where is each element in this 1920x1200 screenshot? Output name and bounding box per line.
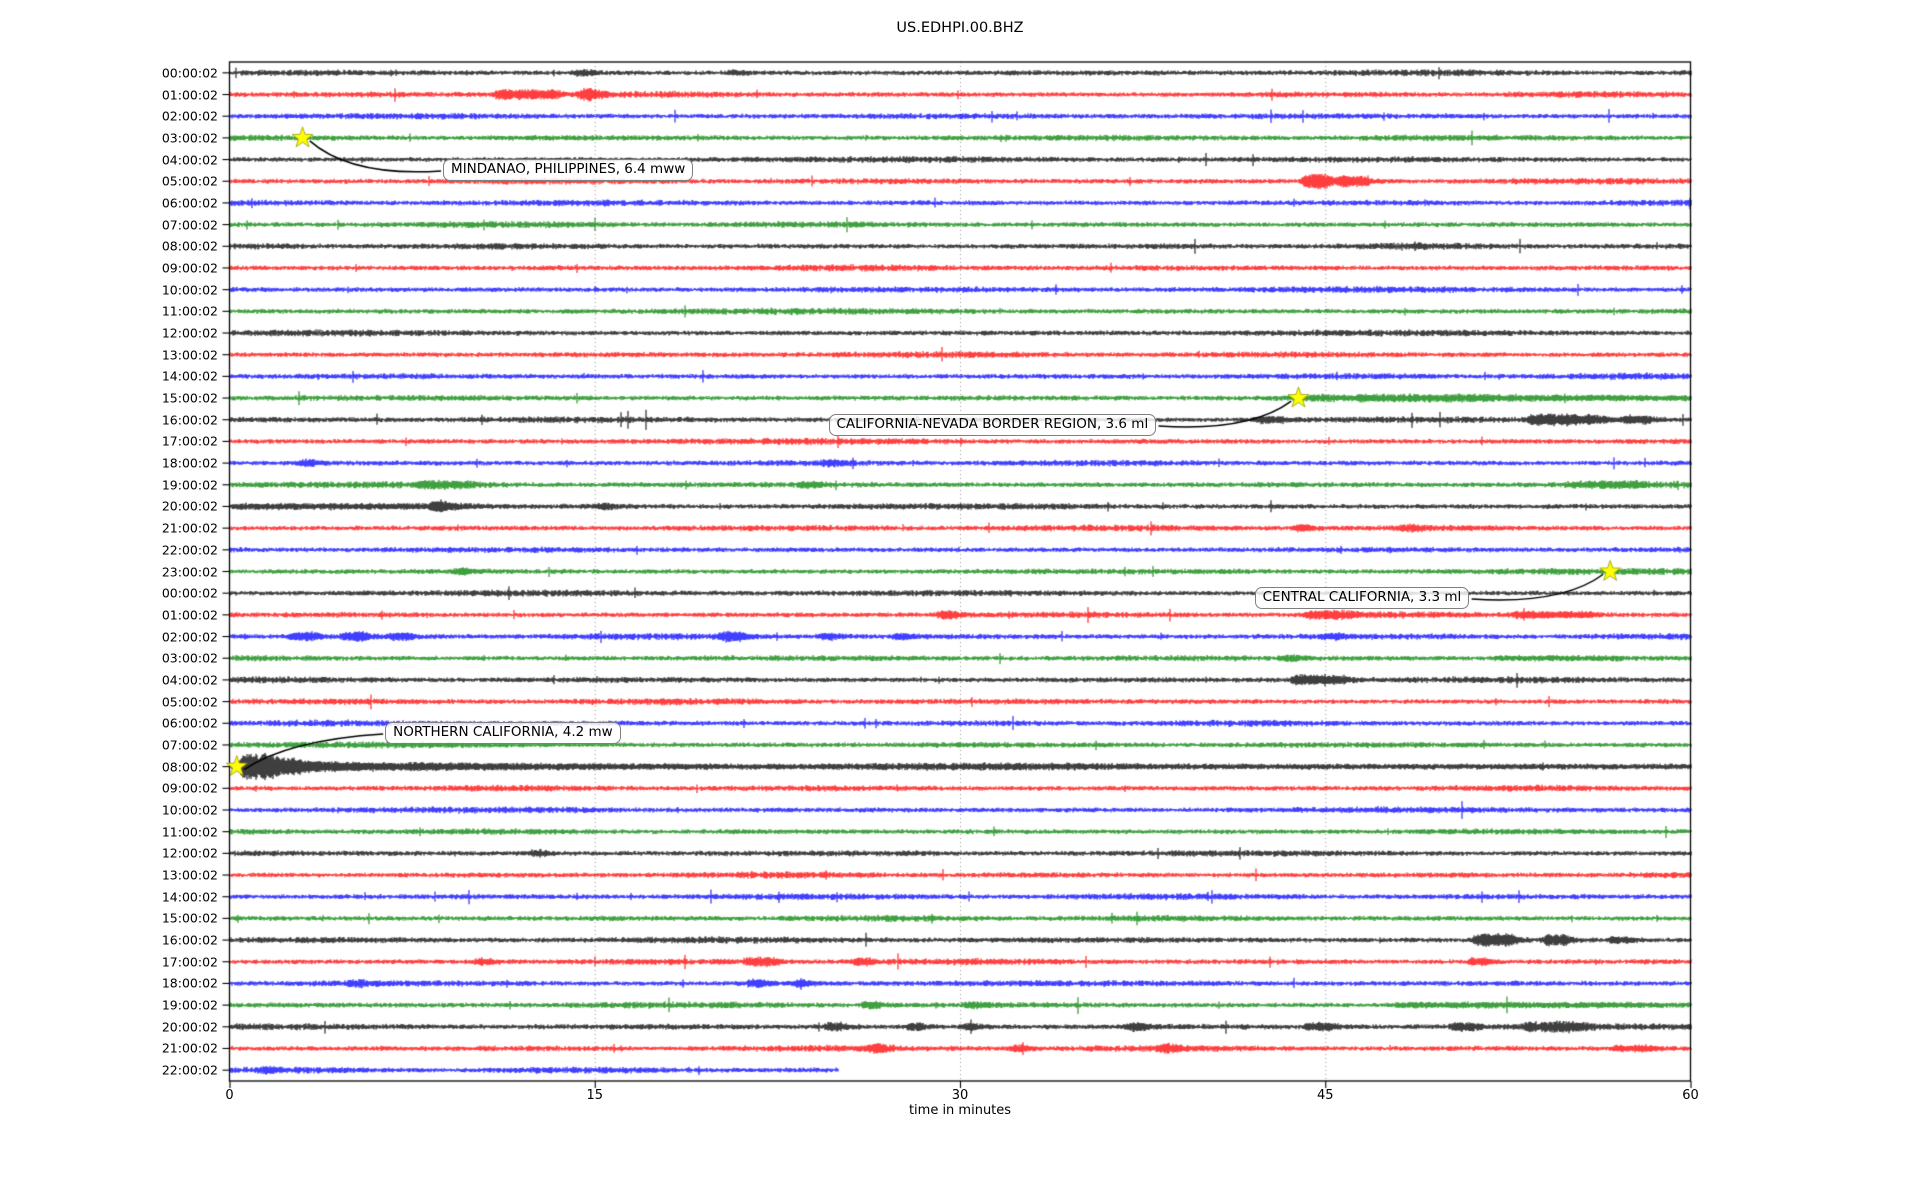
row-label: 03:00:02 (161, 130, 218, 146)
row-label: 00:00:02 (161, 585, 218, 601)
row-label: 07:00:02 (161, 737, 218, 753)
x-tick-label: 60 (1682, 1088, 1699, 1103)
row-label: 17:00:02 (161, 954, 218, 970)
event-annotation: CALIFORNIA-NEVADA BORDER REGION, 3.6 ml (828, 413, 1157, 436)
row-label: 11:00:02 (161, 824, 218, 840)
row-label: 23:00:02 (161, 564, 218, 579)
event-annotation: CENTRAL CALIFORNIA, 3.3 ml (1254, 586, 1470, 609)
x-tick-label: 30 (951, 1088, 969, 1103)
row-label: 20:00:02 (161, 1019, 218, 1035)
x-tick-label: 15 (586, 1088, 604, 1103)
row-label: 18:00:02 (161, 975, 218, 991)
x-tick-label: 0 (225, 1088, 234, 1103)
row-label: 04:00:02 (161, 152, 218, 168)
row-label: 19:00:02 (161, 477, 218, 493)
row-label: 07:00:02 (161, 217, 218, 233)
row-label: 22:00:02 (161, 1062, 218, 1078)
row-label: 05:00:02 (161, 694, 218, 710)
event-annotation: MINDANAO, PHILIPPINES, 6.4 mww (443, 158, 694, 181)
row-label: 11:00:02 (161, 303, 218, 319)
row-label: 22:00:02 (161, 542, 218, 558)
row-label: 21:00:02 (161, 1040, 218, 1056)
row-label: 06:00:02 (161, 715, 218, 731)
row-label: 20:00:02 (161, 498, 218, 514)
row-label: 06:00:02 (161, 195, 218, 211)
row-label: 12:00:02 (161, 845, 218, 861)
row-label: 10:00:02 (161, 282, 218, 298)
row-label: 03:00:02 (161, 650, 218, 666)
row-label: 04:00:02 (161, 672, 218, 688)
row-label: 18:00:02 (161, 455, 218, 471)
row-label: 02:00:02 (161, 629, 218, 645)
row-label: 08:00:02 (161, 238, 218, 254)
row-label: 12:00:02 (161, 325, 218, 341)
row-label: 01:00:02 (161, 607, 218, 623)
row-label: 15:00:02 (161, 910, 218, 926)
row-label: 14:00:02 (161, 889, 218, 905)
row-label: 19:00:02 (161, 997, 218, 1013)
row-label: 00:00:02 (161, 65, 218, 81)
row-label: 09:00:02 (161, 780, 218, 796)
row-label: 13:00:02 (161, 347, 218, 363)
event-annotation: NORTHERN CALIFORNIA, 4.2 mw (385, 722, 621, 745)
row-label: 14:00:02 (161, 368, 218, 384)
row-label: 08:00:02 (161, 759, 218, 775)
plot-title: US.EDHPI.00.BHZ (896, 20, 1024, 36)
row-label: 09:00:02 (161, 260, 218, 276)
row-label: 01:00:02 (161, 87, 218, 103)
row-label: 05:00:02 (161, 173, 218, 189)
row-label: 15:00:02 (161, 390, 218, 406)
row-label: 21:00:02 (161, 520, 218, 536)
row-label: 13:00:02 (161, 867, 218, 883)
row-label: 10:00:02 (161, 802, 218, 818)
row-label: 02:00:02 (161, 108, 218, 124)
row-label: 16:00:02 (161, 412, 218, 428)
x-tick-label: 45 (1316, 1088, 1334, 1103)
row-label: 17:00:02 (161, 433, 218, 449)
x-axis-label: time in minutes (908, 1103, 1012, 1118)
row-label: 16:00:02 (161, 932, 218, 948)
